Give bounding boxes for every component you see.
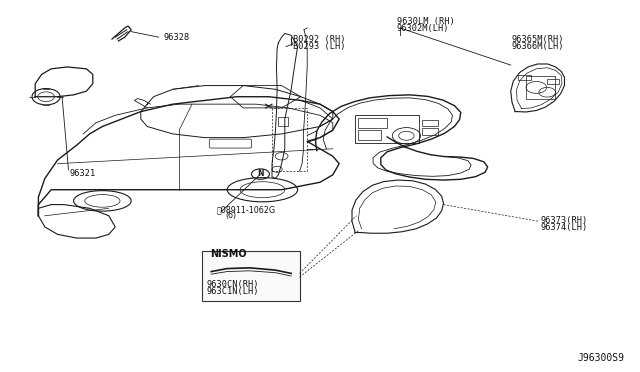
Text: (6): (6) (225, 211, 236, 220)
Bar (202, 251, 300, 301)
Text: 96328: 96328 (163, 33, 189, 42)
Bar (422, 120, 438, 126)
Bar (422, 128, 438, 135)
Text: 96302M(LH): 96302M(LH) (397, 24, 449, 33)
Text: 96374(LH): 96374(LH) (541, 223, 588, 232)
Bar (358, 130, 381, 140)
Text: 9630LM (RH): 9630LM (RH) (397, 17, 454, 26)
Bar (518, 75, 531, 80)
Text: B0293 (LH): B0293 (LH) (293, 42, 346, 51)
Text: ⓝ08911-1062G: ⓝ08911-1062G (216, 205, 275, 214)
Bar (547, 79, 559, 84)
Bar (278, 117, 288, 126)
Text: NISMO: NISMO (210, 249, 246, 259)
Text: B0292 (RH): B0292 (RH) (293, 35, 346, 44)
Text: J96300S9: J96300S9 (577, 353, 624, 363)
Text: N: N (257, 169, 264, 178)
Bar (358, 118, 387, 128)
Text: 9630CN(RH): 9630CN(RH) (207, 280, 259, 289)
Bar (355, 115, 419, 143)
Text: 96366M(LH): 96366M(LH) (512, 42, 564, 51)
Text: 96321: 96321 (69, 169, 95, 177)
Bar (526, 76, 555, 99)
Text: 96365M(RH): 96365M(RH) (512, 35, 564, 44)
Text: 96373(RH): 96373(RH) (541, 216, 588, 225)
Text: 963C1N(LH): 963C1N(LH) (207, 287, 259, 296)
